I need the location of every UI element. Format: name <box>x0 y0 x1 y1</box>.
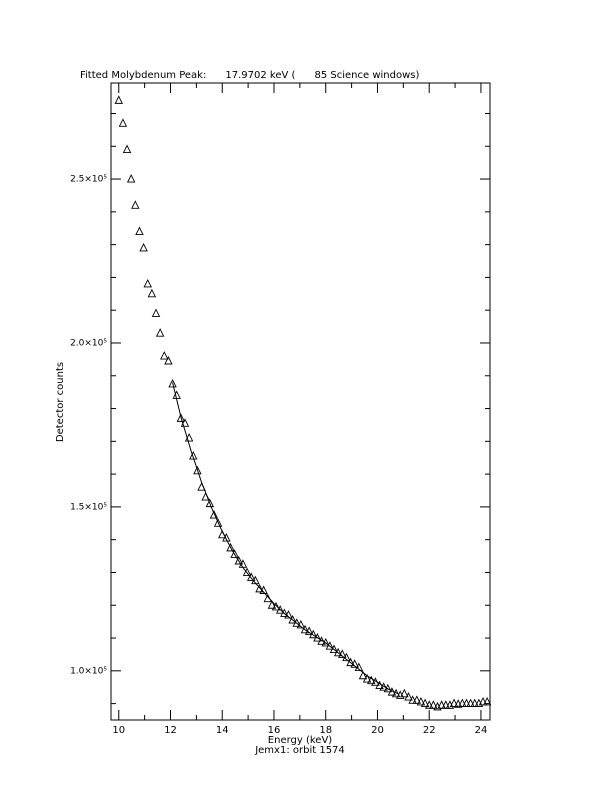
data-point <box>126 174 136 183</box>
x-tick-label: 24 <box>475 725 488 736</box>
data-point <box>313 633 322 642</box>
data-point <box>292 618 301 627</box>
x-axis-label: Energy (keV) <box>268 735 333 746</box>
data-point <box>193 465 202 475</box>
x-tick-label: 10 <box>112 725 125 736</box>
data-point <box>135 226 144 235</box>
data-point <box>143 278 152 288</box>
data-point <box>139 242 148 252</box>
data-point <box>333 647 343 657</box>
x-tick-label: 16 <box>268 725 281 736</box>
data-point <box>263 593 273 603</box>
data-point <box>400 688 409 698</box>
data-point <box>367 675 376 685</box>
data-point <box>408 695 417 704</box>
data-point <box>437 700 446 709</box>
data-point <box>164 356 173 365</box>
data-point <box>416 696 426 706</box>
data-point <box>226 542 235 552</box>
data-point <box>242 567 252 576</box>
data-point <box>346 657 355 667</box>
data-point <box>300 624 310 634</box>
data-point <box>466 698 475 708</box>
x-tick-label: 14 <box>216 725 229 736</box>
data-point <box>284 610 293 619</box>
x-tick-label: 20 <box>371 725 384 736</box>
data-point <box>338 649 347 658</box>
data-point <box>458 698 467 708</box>
data-point <box>358 670 368 680</box>
data-point <box>482 696 492 706</box>
data-point <box>429 700 438 709</box>
data-point <box>470 698 479 708</box>
data-point <box>176 413 186 422</box>
x-tick-label: 12 <box>164 725 177 736</box>
data-point <box>288 615 297 624</box>
data-point <box>275 605 285 614</box>
data-point <box>424 700 434 709</box>
data-point <box>172 390 181 399</box>
fit-line <box>172 382 399 695</box>
data-point <box>449 698 459 708</box>
data-point <box>271 601 281 611</box>
data-point <box>151 308 161 317</box>
data-point <box>478 696 488 706</box>
data-point <box>296 619 306 629</box>
data-point <box>209 510 219 519</box>
data-point <box>246 572 256 581</box>
data-point <box>441 700 450 709</box>
data-point <box>354 662 364 671</box>
caption: Jemx1: orbit 1574 <box>254 745 345 756</box>
data-point <box>230 549 239 558</box>
y-tick-label: 2.5×10⁵ <box>70 175 107 185</box>
data-point <box>234 555 244 565</box>
data-point <box>222 533 231 542</box>
data-point <box>255 583 264 593</box>
y-tick-label: 2.0×10⁵ <box>70 338 107 348</box>
data-point <box>131 200 140 209</box>
data-point <box>147 288 157 298</box>
data-point <box>350 659 359 668</box>
plot-frame <box>110 82 491 721</box>
data-point <box>213 518 223 527</box>
data-point <box>379 682 388 691</box>
data-point <box>122 144 132 154</box>
data-point <box>280 608 289 617</box>
y-axis-label: Detector counts <box>55 362 66 442</box>
data-point <box>168 378 177 388</box>
data-point <box>383 683 393 693</box>
data-point <box>114 95 123 104</box>
data-point <box>155 328 165 337</box>
data-point <box>329 644 339 653</box>
data-point <box>404 692 413 701</box>
x-tick-label: 18 <box>319 725 332 736</box>
data-point <box>412 695 422 704</box>
data-point <box>325 641 335 650</box>
data-point <box>362 674 372 683</box>
data-point <box>205 498 215 508</box>
chart-title: Fitted Molybdenum Peak: 17.9702 keV ( 85… <box>80 70 420 81</box>
data-point <box>180 418 190 427</box>
data-point <box>321 637 330 647</box>
x-tick-label: 22 <box>423 725 436 736</box>
y-tick-label: 1.5×10⁵ <box>70 502 107 512</box>
y-tick-label: 1.0×10⁵ <box>70 666 107 676</box>
data-point <box>189 451 198 460</box>
data-point <box>462 698 471 708</box>
data-point <box>317 636 326 645</box>
data-point <box>342 652 351 662</box>
data-point <box>420 698 430 708</box>
data-point <box>267 600 277 609</box>
data-point <box>118 118 128 127</box>
data-point <box>160 351 169 360</box>
